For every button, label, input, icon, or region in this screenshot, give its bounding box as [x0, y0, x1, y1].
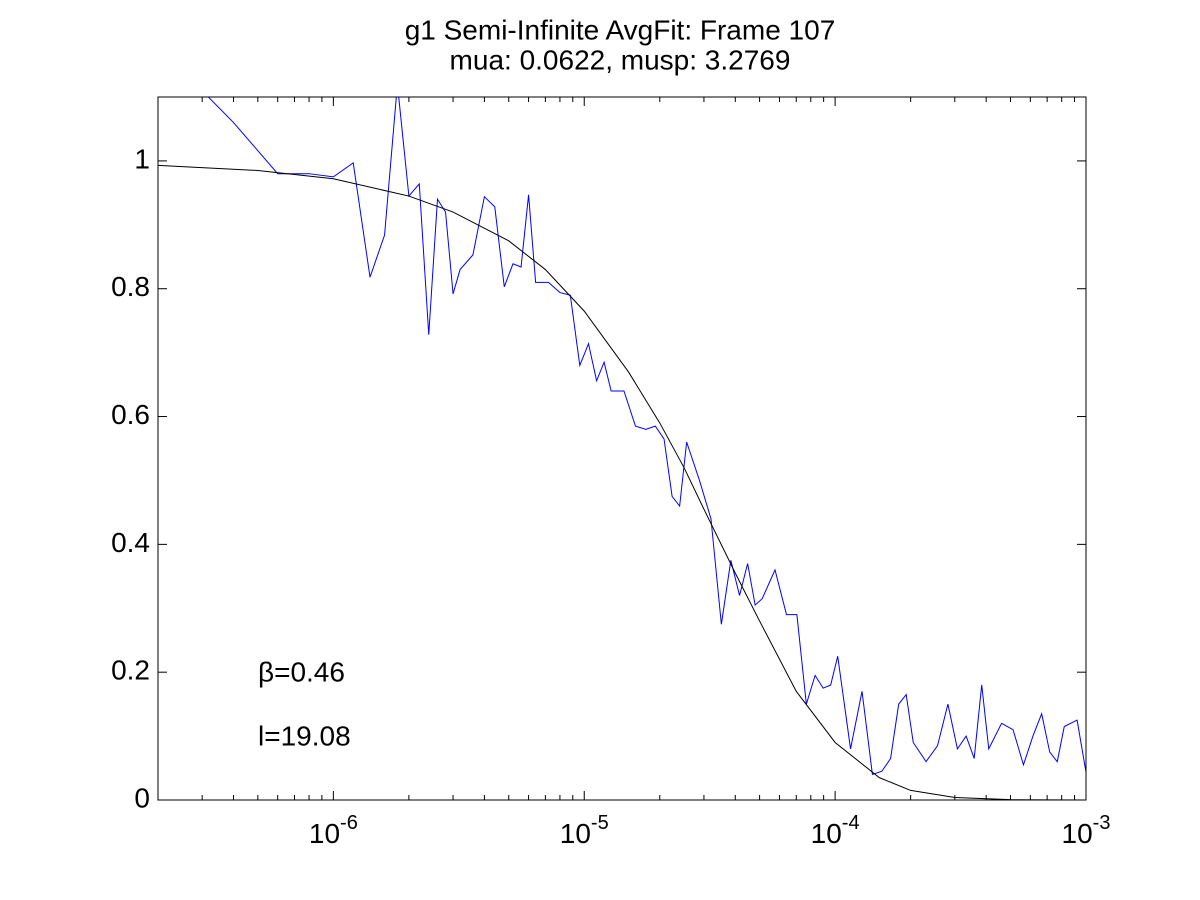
chart-title: g1 Semi-Infinite AvgFit: Frame 107	[405, 14, 836, 45]
y-tick-label: 0	[134, 782, 150, 813]
data-line	[207, 97, 1086, 776]
data-line	[158, 164, 1086, 800]
x-tick-label: 10-5	[560, 812, 609, 849]
plot-area	[158, 97, 1086, 800]
chart-subtitle: mua: 0.0622, musp: 3.2769	[450, 44, 791, 75]
x-tick-label: 10-6	[309, 812, 358, 849]
y-tick-label: 0.8	[111, 271, 150, 302]
y-tick-label: 1	[134, 143, 150, 174]
x-tick-label: 10-3	[1062, 812, 1111, 849]
annotation: l=19.08	[258, 720, 351, 751]
y-tick-label: 0.2	[111, 655, 150, 686]
annotation: β=0.46	[258, 656, 345, 687]
axes-box	[157, 96, 1087, 801]
y-tick-label: 0.4	[111, 527, 150, 558]
y-tick-label: 0.6	[111, 399, 150, 430]
x-tick-label: 10-4	[811, 812, 860, 849]
